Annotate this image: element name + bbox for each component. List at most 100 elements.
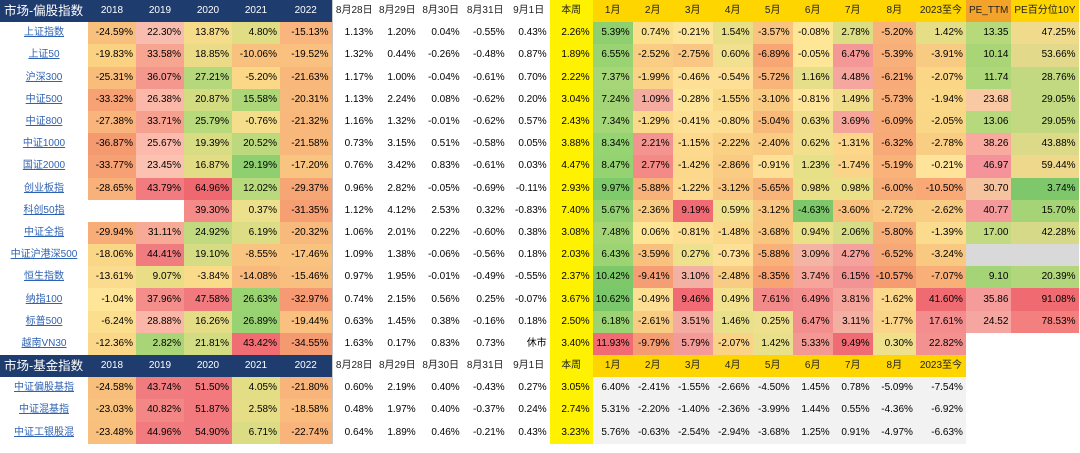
column-header: PE百分位10Y [1011,0,1079,23]
index-name-link[interactable]: 沪深300 [0,66,88,89]
index-name-link[interactable]: 上证指数 [0,22,88,45]
value-cell: 0.08% [418,88,463,111]
index-name-link[interactable]: 标普500 [0,310,88,333]
value-cell: -0.21% [915,155,966,178]
value-cell: 6.55% [592,44,633,67]
value-cell: 4.05% [232,377,280,400]
value-cell: 0.18% [507,244,550,267]
value-cell: -0.46% [672,66,713,89]
value-cell: 2.43% [549,110,593,134]
value-cell: 0.98% [832,177,873,200]
value-cell: -2.05% [915,110,966,134]
value-cell: -9.79% [632,332,673,355]
value-cell: 1.45% [792,377,833,400]
header-row: 市场-基金指数 2018 2019 2020 2021 2022 8月28日 8月29日 8月3… [0,355,1079,378]
index-name-link[interactable]: 创业板指 [0,177,88,200]
index-name-link[interactable]: 中证全指 [0,221,88,245]
column-header: 1月 [592,355,633,378]
value-cell: -3.99% [752,399,793,422]
value-cell: -2.07% [915,66,966,89]
column-header: 9月1日 [507,355,550,378]
value-cell: 0.74% [331,288,376,311]
value-cell: -19.83% [88,44,136,67]
column-header: 本周 [549,0,593,23]
index-name-link[interactable]: 国证2000 [0,155,88,178]
index-name-link[interactable]: 中证沪港深500 [0,244,88,267]
value-cell: 1.17% [331,66,376,89]
value-cell: 41.60% [915,288,966,311]
value-cell: -3.59% [632,244,673,267]
value-cell: 0.51% [418,133,463,156]
value-cell: 6.19% [232,221,280,245]
value-cell: 0.40% [418,399,463,422]
value-cell: -34.55% [280,332,332,355]
empty-cell [965,377,1012,400]
value-cell: -6.32% [872,133,916,156]
value-cell: -2.48% [712,266,753,289]
index-name-link[interactable]: 纳指100 [0,288,88,311]
value-cell: 0.20% [507,88,550,111]
value-cell: -0.62% [462,110,508,134]
value-cell: -10.57% [872,266,916,289]
value-cell: 2.19% [376,377,419,400]
column-header: 8月31日 [462,0,508,23]
value-cell: 0.73% [331,133,376,156]
value-cell: 4.12% [376,199,419,222]
value-cell: -23.48% [88,421,136,444]
value-cell: 24.52 [965,310,1012,333]
value-cell: 21.81% [184,332,232,355]
value-cell: -1.15% [672,133,713,156]
value-cell [136,199,184,222]
value-cell: -9.41% [632,266,673,289]
index-name-link[interactable]: 中证800 [0,110,88,134]
value-cell: -3.24% [915,244,966,267]
value-cell: -5.19% [872,155,916,178]
column-header: 2022 [280,355,332,378]
table-row: 中证1000 -36.87% 25.67% 19.39% 20.52% -21.58% 0.… [0,133,1079,156]
value-cell: 8.34% [592,133,633,156]
index-name-link[interactable]: 中证混基指 [0,399,88,422]
table-row: 中证沪港深500 -18.06% 44.41% 19.10% -8.55% -17.46%… [0,244,1079,267]
index-name-link[interactable]: 中证偏股基指 [0,377,88,400]
value-cell: 3.51% [672,310,713,333]
value-cell: -7.07% [915,266,966,289]
value-cell: 1.46% [712,310,753,333]
index-name-link[interactable]: 上证50 [0,44,88,67]
value-cell: 6.49% [792,288,833,311]
index-name-link[interactable]: 科创50指 [0,199,88,222]
value-cell: 0.60% [712,44,753,67]
value-cell: 6.71% [232,421,280,444]
value-cell: -6.63% [915,421,966,444]
table-row: 恒生指数 -13.61% 9.07% -3.84% -14.08% -15.46% 0.97… [0,266,1079,289]
value-cell: 1.09% [331,244,376,267]
value-cell: -3.60% [832,199,873,222]
value-cell: 1.25% [792,421,833,444]
column-header: 8月29日 [376,355,419,378]
value-cell: 26.89% [232,310,280,333]
value-cell: -0.76% [232,110,280,134]
column-header: 9月1日 [507,0,550,23]
column-header: 2月 [632,355,673,378]
column-header: 4月 [712,355,753,378]
value-cell: 6.18% [592,310,633,333]
value-cell: 0.25% [752,310,793,333]
index-name-link[interactable]: 中证500 [0,88,88,111]
column-header: 2021 [232,355,280,378]
column-header: 2020 [184,0,232,23]
value-cell: -1.29% [632,110,673,134]
value-cell: 24.92% [184,221,232,245]
value-cell: 10.42% [592,266,633,289]
value-cell: -5.72% [752,66,793,89]
value-cell: -0.07% [507,288,550,311]
index-name-link[interactable]: 越南VN30 [0,332,88,355]
value-cell: 13.06 [965,110,1012,134]
value-cell: -0.08% [792,22,833,45]
value-cell: 2.77% [632,155,673,178]
value-cell: -0.26% [418,44,463,67]
value-cell: -0.28% [672,88,713,111]
index-name-link[interactable]: 恒生指数 [0,266,88,289]
value-cell: 30.70 [965,177,1012,200]
index-name-link[interactable]: 中证工银股混 [0,421,88,444]
value-cell: 2.24% [376,88,419,111]
index-name-link[interactable]: 中证1000 [0,133,88,156]
